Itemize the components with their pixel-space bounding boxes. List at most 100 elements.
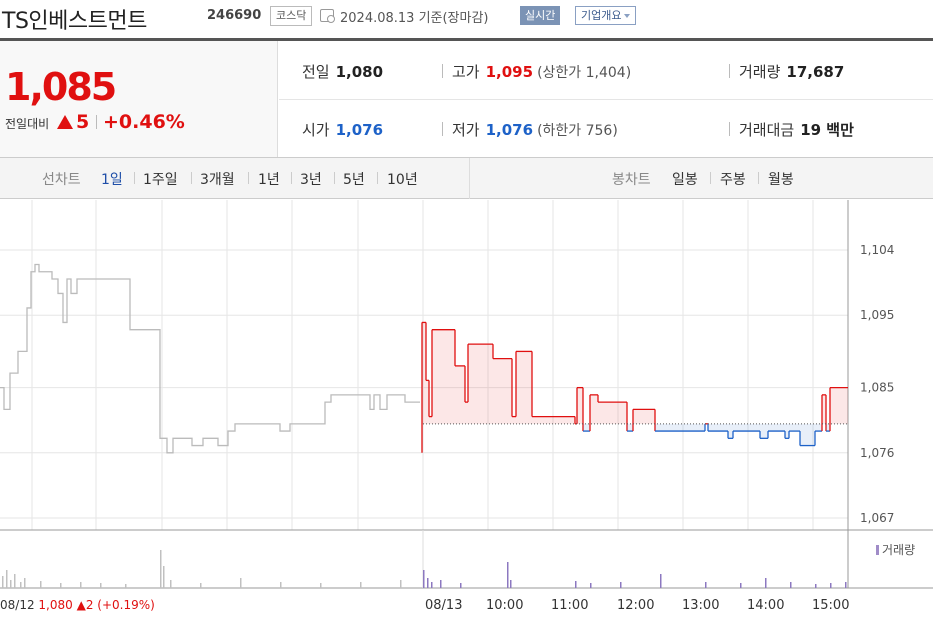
caret-down-icon xyxy=(624,14,631,18)
x-label-1500: 15:00 xyxy=(812,598,850,613)
up-area xyxy=(429,416,432,424)
high-value: 1,095 xyxy=(485,63,534,81)
volume-bar xyxy=(14,574,16,588)
line-chart-tab[interactable]: 선차트 xyxy=(42,172,81,188)
period-tab-1w[interactable]: 1주일 xyxy=(143,172,178,188)
x-label-1100: 11:00 xyxy=(551,598,589,613)
current-price-panel: 1,085 전일대비 5 +0.46% xyxy=(0,41,278,157)
volume-bar xyxy=(400,580,402,588)
period-tab-1d[interactable]: 1일 xyxy=(101,172,123,188)
volume-bar xyxy=(40,581,42,588)
intraday-chart[interactable]: 1,104 1,095 1,085 1,076 1,067 거래량 08/12 1,08… xyxy=(0,200,933,641)
low-value: 1,076 xyxy=(485,121,534,139)
candle-tab-weekly[interactable]: 주봉 xyxy=(720,172,746,188)
volume-legend: 거래량 xyxy=(876,541,915,558)
period-tab-5y[interactable]: 5년 xyxy=(343,172,365,188)
period-tab-1y[interactable]: 1년 xyxy=(258,172,280,188)
down-area xyxy=(708,423,728,432)
x-label-today: 08/13 xyxy=(425,598,463,613)
y-tick-label: 1,095 xyxy=(860,308,894,322)
volume-value: 17,687 xyxy=(786,63,845,81)
period-tab-3y[interactable]: 3년 xyxy=(300,172,322,188)
open-label: 시가 xyxy=(302,121,330,139)
header-divider xyxy=(0,38,933,41)
volume-bar xyxy=(240,578,242,588)
open-value: 1,076 xyxy=(335,121,384,139)
down-area xyxy=(800,423,815,446)
down-area xyxy=(826,423,830,432)
realtime-button[interactable]: 실시간 xyxy=(520,6,561,25)
up-area xyxy=(830,387,848,424)
down-area xyxy=(583,423,590,432)
up-area xyxy=(577,387,583,424)
volume-bar xyxy=(60,583,62,588)
candle-chart-tab[interactable]: 봉차트 xyxy=(612,172,651,188)
up-area xyxy=(516,351,532,424)
volume-bar xyxy=(460,583,462,588)
x-label-1000: 10:00 xyxy=(486,598,524,613)
tab-separator xyxy=(291,172,292,184)
volume-bar xyxy=(24,578,26,588)
volume-bar xyxy=(660,574,662,588)
prev-close: 전일 1,080 xyxy=(302,61,383,82)
upper-limit: (상한가 1,404) xyxy=(537,65,632,81)
company-overview-label: 기업개요 xyxy=(581,9,622,22)
up-area xyxy=(493,358,512,424)
volume-bar xyxy=(163,566,165,588)
volume-bar xyxy=(590,583,592,588)
volume-bar xyxy=(440,580,442,588)
y-tick-label: 1,104 xyxy=(860,243,894,257)
separator xyxy=(729,122,730,136)
company-overview-button[interactable]: 기업개요 xyxy=(575,6,637,25)
high-price: 고가 1,095 (상한가 1,404) xyxy=(452,61,631,82)
candle-tab-monthly[interactable]: 월봉 xyxy=(768,172,794,188)
price-chart-svg: 1,104 1,095 1,085 1,076 1,067 xyxy=(0,200,933,589)
volume-bar xyxy=(815,584,817,588)
x-label-1400: 14:00 xyxy=(747,598,785,613)
volume-bar xyxy=(2,576,4,588)
open-price: 시가 1,076 xyxy=(302,119,383,140)
candle-tab-daily[interactable]: 일봉 xyxy=(672,172,698,188)
down-area xyxy=(768,423,785,432)
tab-separator xyxy=(134,172,135,184)
volume-bar xyxy=(431,582,433,588)
tab-separator xyxy=(334,172,335,184)
up-area xyxy=(590,394,598,424)
volume-bar xyxy=(100,583,102,588)
prev-day-date: 08/12 xyxy=(0,598,35,612)
volume-bar xyxy=(510,580,512,588)
tab-separator xyxy=(191,172,192,184)
down-area xyxy=(728,423,733,439)
current-price: 1,085 xyxy=(5,65,117,109)
volume-bar xyxy=(10,580,12,588)
tab-group-divider xyxy=(469,158,470,199)
down-area xyxy=(760,423,768,439)
period-tab-10y[interactable]: 10년 xyxy=(387,172,418,188)
up-area xyxy=(512,416,516,424)
stock-code: 246690 xyxy=(207,8,262,23)
prev-day-line xyxy=(0,263,420,454)
down-area xyxy=(627,423,633,432)
y-tick-label: 1,067 xyxy=(860,511,894,525)
change-divider xyxy=(96,115,97,129)
up-area xyxy=(633,409,655,424)
volume-bar xyxy=(125,584,127,588)
trade-value-amount: 19 백만 xyxy=(800,121,854,139)
volume-label: 거래량 xyxy=(739,63,781,81)
down-area xyxy=(815,423,822,432)
x-label-1200: 12:00 xyxy=(617,598,655,613)
quote-divider xyxy=(0,157,933,158)
prev-close-label: 전일 xyxy=(302,63,330,81)
volume-bar xyxy=(200,583,202,588)
down-area xyxy=(733,423,760,432)
period-tab-3m[interactable]: 3개월 xyxy=(200,172,235,188)
volume-bar xyxy=(320,583,322,588)
volume-bar xyxy=(170,580,172,588)
up-area xyxy=(465,402,468,424)
separator xyxy=(442,64,443,78)
y-tick-label: 1,085 xyxy=(860,381,894,395)
x-label-1300: 13:00 xyxy=(682,598,720,613)
volume-bar xyxy=(20,582,22,588)
volume-bar xyxy=(830,583,832,588)
prev-day-summary: 1,080 ▲2 (+0.19%) xyxy=(38,598,155,612)
